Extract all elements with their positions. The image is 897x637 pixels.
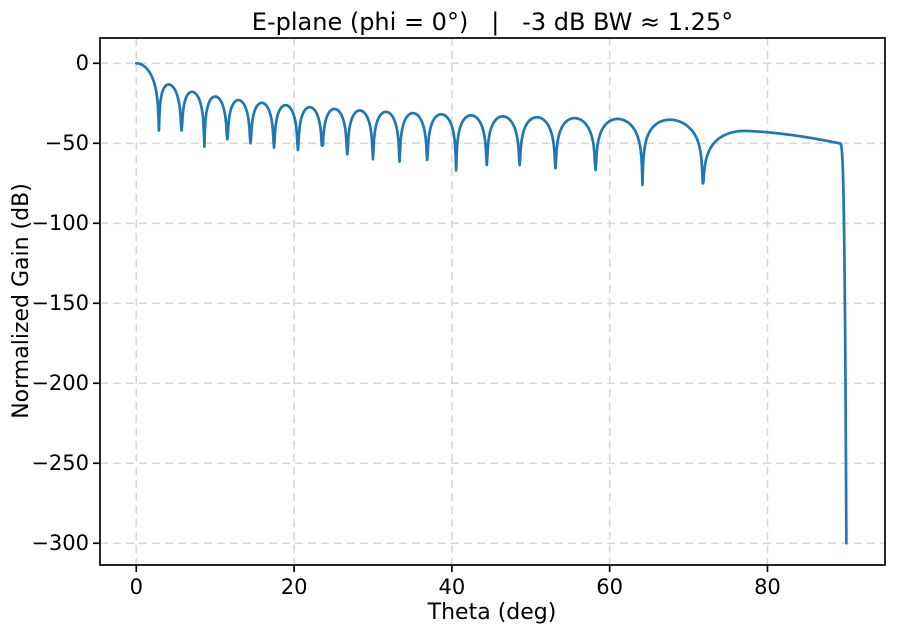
y-tick-label: −50	[44, 131, 89, 156]
y-tick-label: −200	[31, 371, 89, 396]
chart-title: E-plane (phi = 0°) | -3 dB BW ≈ 1.25°	[251, 8, 734, 36]
x-tick-label: 60	[596, 575, 624, 599]
x-tick-label: 40	[438, 575, 466, 599]
y-tick-label: −100	[31, 211, 89, 236]
x-tick-label: 0	[129, 575, 143, 599]
y-tick-label: −250	[31, 451, 89, 476]
x-tick-label: 80	[754, 575, 781, 599]
y-tick-label: −300	[31, 531, 89, 556]
x-axis-label: Theta (deg)	[427, 600, 557, 625]
gain-curve	[134, 61, 848, 545]
axes-spines	[99, 37, 886, 566]
x-tick-label: 20	[280, 575, 308, 599]
y-tick-label: 0	[75, 51, 89, 76]
y-tick-label: −150	[31, 291, 89, 316]
